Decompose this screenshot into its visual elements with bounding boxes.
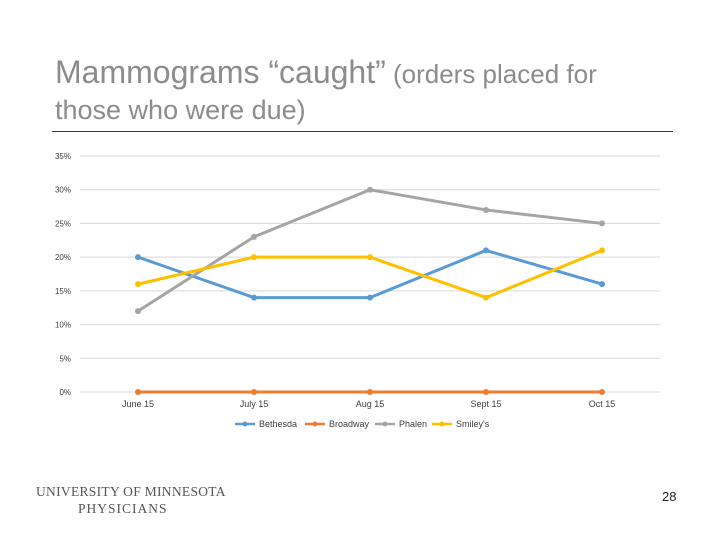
logo-line1: UNIVERSITY OF MINNESOTA xyxy=(36,484,226,499)
data-point xyxy=(367,186,373,193)
slide-title: Mammograms “caught” (orders placed for t… xyxy=(55,52,695,128)
y-tick-label: 25% xyxy=(55,219,71,228)
x-tick-label: June 15 xyxy=(122,399,154,409)
data-point xyxy=(135,254,141,261)
legend-marker xyxy=(439,421,445,427)
data-point xyxy=(599,281,605,288)
data-point xyxy=(251,389,257,395)
data-point xyxy=(135,308,141,315)
legend-marker xyxy=(242,421,248,427)
data-point xyxy=(599,247,605,254)
data-point xyxy=(483,206,489,213)
x-tick-label: July 15 xyxy=(240,399,269,409)
data-point xyxy=(251,254,257,261)
y-tick-label: 30% xyxy=(55,186,71,195)
data-point xyxy=(251,294,257,301)
logo-line2: PHYSICIANS xyxy=(78,501,168,516)
data-point xyxy=(599,220,605,227)
data-point xyxy=(367,254,373,261)
title-main: Mammograms “caught” xyxy=(55,54,386,90)
legend-marker xyxy=(382,421,388,427)
data-point xyxy=(483,294,489,301)
legend-label: Broadway xyxy=(329,419,370,429)
x-tick-label: Aug 15 xyxy=(356,399,385,409)
legend-label: Phalen xyxy=(399,419,427,429)
x-tick-label: Oct 15 xyxy=(589,399,616,409)
x-tick-label: Sept 15 xyxy=(470,399,501,409)
y-tick-label: 0% xyxy=(59,388,71,397)
title-line2: those who were due) xyxy=(55,95,306,125)
data-point xyxy=(135,281,141,288)
university-logo: UNIVERSITY OF MINNESOTA PHYSICIANS xyxy=(36,484,226,517)
data-point xyxy=(599,389,605,395)
title-divider xyxy=(52,131,673,132)
y-tick-label: 35% xyxy=(55,152,71,161)
data-point xyxy=(135,389,141,395)
y-tick-label: 5% xyxy=(59,354,71,363)
page-number: 28 xyxy=(662,489,677,504)
data-point xyxy=(367,389,373,395)
y-tick-label: 20% xyxy=(55,253,71,262)
data-point xyxy=(367,294,373,301)
legend-marker xyxy=(312,421,318,427)
y-tick-label: 10% xyxy=(55,321,71,330)
data-point xyxy=(251,233,257,240)
data-point xyxy=(483,389,489,395)
y-tick-label: 15% xyxy=(55,287,71,296)
series-line xyxy=(136,188,604,313)
title-sub: (orders placed for xyxy=(385,59,597,89)
legend-label: Smiley's xyxy=(456,419,490,429)
legend-label: Bethesda xyxy=(259,419,297,429)
data-point xyxy=(483,247,489,254)
